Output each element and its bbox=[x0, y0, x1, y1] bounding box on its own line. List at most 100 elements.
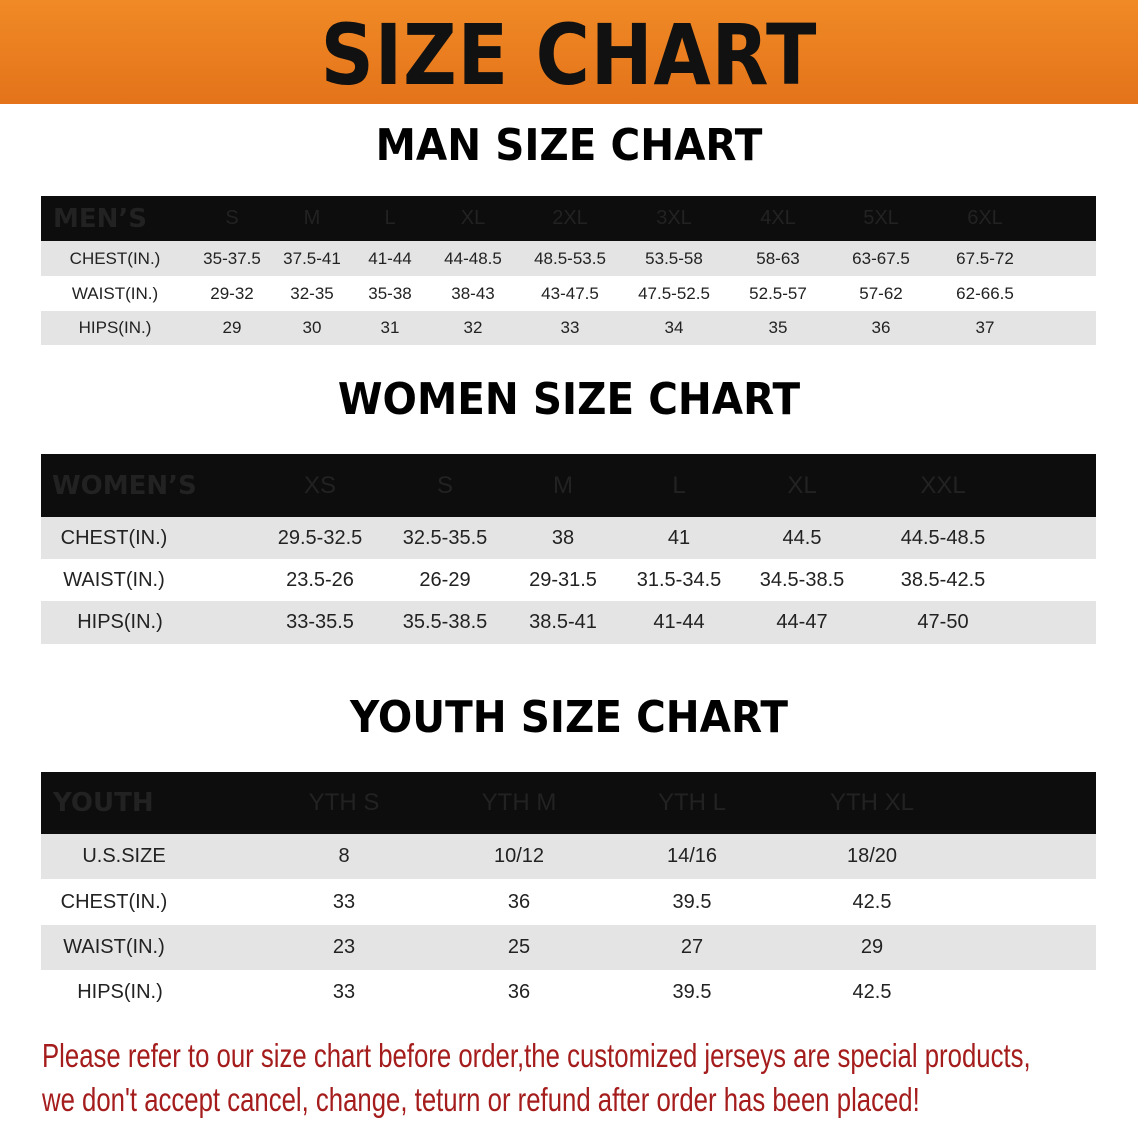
measurement-value: 39.5 bbox=[672, 890, 712, 913]
measurement-label: CHEST(IN.) bbox=[69, 248, 161, 268]
measurement-value: 36 bbox=[507, 981, 531, 1003]
measurement-value: 38.5-42.5 bbox=[900, 568, 986, 591]
measurement-value: 38.5-41 bbox=[529, 611, 597, 633]
measurement-value: 23.5-26 bbox=[286, 568, 354, 591]
measurement-value: 36 bbox=[871, 318, 891, 337]
measurement-value: 33-35.5 bbox=[286, 611, 354, 633]
measurement-label: U.S.SIZE bbox=[82, 845, 166, 867]
measurement-label: HIPS(IN.) bbox=[78, 318, 152, 337]
measurement-value: 38 bbox=[551, 526, 575, 549]
men-header-label: MEN’S bbox=[53, 203, 147, 234]
measurement-label: WAIST(IN.) bbox=[71, 283, 159, 303]
measurement-value: 37.5-41 bbox=[283, 248, 341, 268]
measurement-value: 29 bbox=[222, 318, 242, 337]
size-column-header: 6XL bbox=[967, 207, 1003, 229]
size-column-header: YTH M bbox=[481, 789, 557, 816]
size-column-header: 2XL bbox=[552, 207, 588, 229]
measurement-value: 32.5-35.5 bbox=[402, 526, 488, 549]
measurement-value: 36 bbox=[507, 890, 531, 913]
youth-size-table: YOUTH YTH S YTH M YTH L YTH XL U.S.SIZE 8 10/12… bbox=[41, 772, 1096, 1015]
measurement-value: 25 bbox=[507, 936, 531, 958]
men-size-table: MEN’S S M L XL 2XL 3XL 4XL 5XL 6XL CHEST(IN.) 35-37… bbox=[41, 196, 1096, 345]
table-row: WAIST(IN.) 23 25 27 29 bbox=[41, 925, 1096, 970]
measurement-value: 26-29 bbox=[419, 568, 471, 591]
measurement-label: CHEST(IN.) bbox=[60, 526, 168, 549]
measurement-value: 39.5 bbox=[672, 981, 712, 1003]
measurement-value: 44-47 bbox=[776, 611, 828, 633]
measurement-value: 27 bbox=[680, 936, 704, 958]
notice-line-1: Please refer to our size chart before or… bbox=[42, 1037, 1031, 1074]
table-row: HIPS(IN.) 33-35.5 35.5-38.5 38.5-41 41-44 44-… bbox=[41, 601, 1096, 644]
measurement-value: 43-47.5 bbox=[541, 283, 599, 303]
size-column-header: M bbox=[303, 207, 321, 229]
size-column-header: 3XL bbox=[656, 207, 692, 229]
measurement-label: HIPS(IN.) bbox=[77, 981, 163, 1003]
measurement-label: WAIST(IN.) bbox=[63, 936, 165, 958]
measurement-value: 30 bbox=[302, 318, 322, 337]
size-column-header: XL bbox=[787, 471, 817, 499]
measurement-value: 44.5-48.5 bbox=[900, 526, 986, 549]
measurement-value: 44-48.5 bbox=[444, 248, 502, 268]
measurement-value: 34.5-38.5 bbox=[759, 568, 845, 591]
measurement-value: 41-44 bbox=[368, 248, 412, 268]
measurement-value: 33 bbox=[332, 890, 356, 913]
measurement-value: 44.5 bbox=[782, 526, 822, 549]
measurement-value: 58-63 bbox=[756, 248, 800, 268]
size-column-header: 4XL bbox=[760, 207, 796, 229]
youth-header-row: YOUTH YTH S YTH M YTH L YTH XL bbox=[41, 772, 1096, 834]
measurement-value: 29 bbox=[860, 936, 884, 958]
measurement-value: 31.5-34.5 bbox=[636, 568, 722, 591]
measurement-value: 29-32 bbox=[210, 283, 254, 303]
measurement-value: 10/12 bbox=[493, 845, 545, 867]
size-column-header: YTH L bbox=[657, 789, 727, 816]
men-section-title: MAN SIZE CHART bbox=[375, 120, 763, 171]
measurement-value: 32-35 bbox=[290, 283, 334, 303]
measurement-value: 33 bbox=[560, 318, 580, 337]
youth-section-title: YOUTH SIZE CHART bbox=[350, 692, 788, 743]
measurement-value: 38-43 bbox=[451, 283, 495, 303]
banner: SIZE CHART bbox=[0, 0, 1138, 104]
measurement-value: 29-31.5 bbox=[529, 568, 597, 591]
table-row: CHEST(IN.) 35-37.5 37.5-41 41-44 44-48.5 48.5… bbox=[41, 241, 1096, 276]
women-header-row: WOMEN’S XS S M L XL XXL bbox=[41, 454, 1096, 517]
table-row: WAIST(IN.) 29-32 32-35 35-38 38-43 43-47.5 47.… bbox=[41, 276, 1096, 311]
measurement-label: CHEST(IN.) bbox=[60, 890, 168, 913]
size-column-header: XXL bbox=[920, 471, 966, 499]
measurement-label: HIPS(IN.) bbox=[77, 611, 163, 633]
measurement-value: 52.5-57 bbox=[749, 283, 807, 303]
size-column-header: YTH XL bbox=[829, 789, 915, 816]
size-column-header: S bbox=[225, 207, 239, 229]
measurement-value: 42.5 bbox=[852, 890, 892, 913]
measurement-label: WAIST(IN.) bbox=[63, 568, 165, 591]
measurement-value: 42.5 bbox=[852, 981, 892, 1003]
measurement-value: 47.5-52.5 bbox=[638, 283, 710, 303]
measurement-value: 14/16 bbox=[666, 845, 718, 867]
size-column-header: L bbox=[384, 207, 396, 229]
measurement-value: 8 bbox=[338, 845, 350, 867]
measurement-value: 63-67.5 bbox=[852, 248, 910, 268]
table-row: CHEST(IN.) 33 36 39.5 42.5 bbox=[41, 879, 1096, 925]
women-header-label: WOMEN’S bbox=[52, 470, 197, 501]
measurement-value: 35.5-38.5 bbox=[402, 611, 488, 633]
measurement-value: 18/20 bbox=[846, 845, 898, 867]
measurement-value: 37 bbox=[975, 318, 995, 337]
notice-line-2: we don't accept cancel, change, teturn o… bbox=[42, 1081, 920, 1118]
measurement-value: 67.5-72 bbox=[956, 248, 1014, 268]
measurement-value: 35 bbox=[768, 318, 788, 337]
measurement-value: 31 bbox=[380, 318, 400, 337]
size-column-header: S bbox=[436, 471, 454, 499]
measurement-value: 34 bbox=[664, 318, 684, 337]
measurement-value: 23 bbox=[332, 936, 356, 958]
table-row: CHEST(IN.) 29.5-32.5 32.5-35.5 38 41 44.5 44.5… bbox=[41, 517, 1096, 559]
measurement-value: 32 bbox=[463, 318, 483, 337]
size-column-header: L bbox=[672, 471, 686, 499]
size-column-header: XS bbox=[303, 471, 337, 499]
size-column-header: 5XL bbox=[863, 207, 899, 229]
measurement-value: 47-50 bbox=[917, 611, 969, 633]
women-size-table: WOMEN’S XS S M L XL XXL CHEST(IN.) 29.5-32.5 32.5… bbox=[41, 454, 1096, 644]
measurement-value: 62-66.5 bbox=[956, 283, 1014, 303]
measurement-value: 41 bbox=[667, 526, 691, 549]
banner-title: SIZE CHART bbox=[320, 6, 818, 104]
men-header-row: MEN’S S M L XL 2XL 3XL 4XL 5XL 6XL bbox=[41, 196, 1096, 241]
youth-header-label: YOUTH bbox=[53, 788, 154, 818]
